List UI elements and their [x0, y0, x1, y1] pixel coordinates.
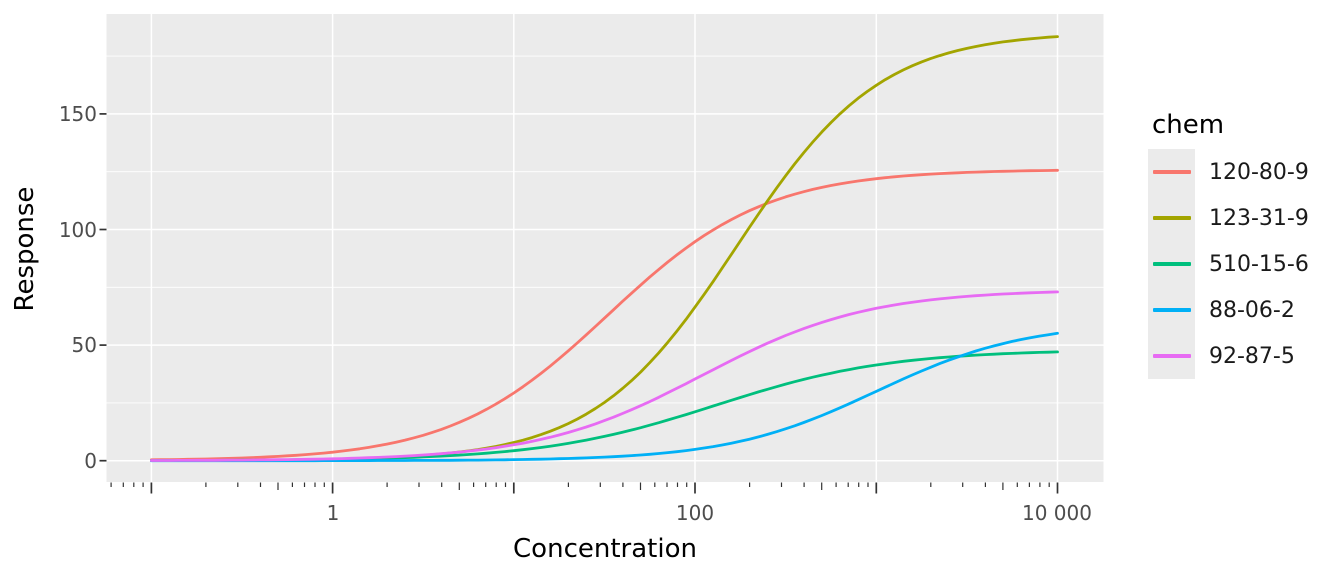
legend-key-line-icon	[1152, 354, 1191, 358]
legend-key-line-icon	[1152, 216, 1191, 220]
x-tick-label: 100	[675, 501, 715, 525]
curve-92-87-5	[149, 290, 1059, 462]
legend-label: 88-06-2	[1209, 297, 1295, 323]
legend-item: 510-15-6	[1148, 241, 1309, 287]
x-tick-label: 10 000	[1022, 501, 1092, 525]
panel-background	[106, 14, 1104, 482]
legend: chem 120-80-9 123-31-9 510-15-6 88-06-2 92-8…	[1148, 110, 1309, 379]
legend-items: 120-80-9 123-31-9 510-15-6 88-06-2 92-87-5	[1148, 149, 1309, 379]
legend-item: 88-06-2	[1148, 287, 1309, 333]
x-axis-title: Concentration	[513, 534, 697, 564]
legend-label: 510-15-6	[1209, 251, 1309, 277]
legend-label: 123-31-9	[1209, 205, 1309, 231]
y-axis-title: Response	[10, 186, 40, 312]
legend-key-line-icon	[1152, 170, 1191, 174]
y-tick-label: 150	[58, 102, 97, 126]
legend-key-line-icon	[1152, 262, 1191, 266]
legend-title: chem	[1152, 110, 1225, 140]
legend-label: 92-87-5	[1209, 343, 1295, 369]
legend-key	[1148, 241, 1195, 287]
legend-item: 123-31-9	[1148, 195, 1309, 241]
legend-key	[1148, 287, 1195, 333]
legend-key	[1148, 333, 1195, 379]
curve-120-80-9	[149, 168, 1059, 462]
x-tick-label: 1	[326, 501, 340, 525]
y-tick-label: 0	[84, 449, 97, 473]
legend-label: 120-80-9	[1209, 159, 1309, 185]
legend-key	[1148, 149, 1195, 195]
legend-item: 92-87-5	[1148, 333, 1309, 379]
legend-item: 120-80-9	[1148, 149, 1309, 195]
legend-key-line-icon	[1152, 308, 1191, 312]
legend-key	[1148, 195, 1195, 241]
y-tick-label: 50	[71, 333, 97, 357]
y-tick-label: 100	[58, 218, 97, 242]
